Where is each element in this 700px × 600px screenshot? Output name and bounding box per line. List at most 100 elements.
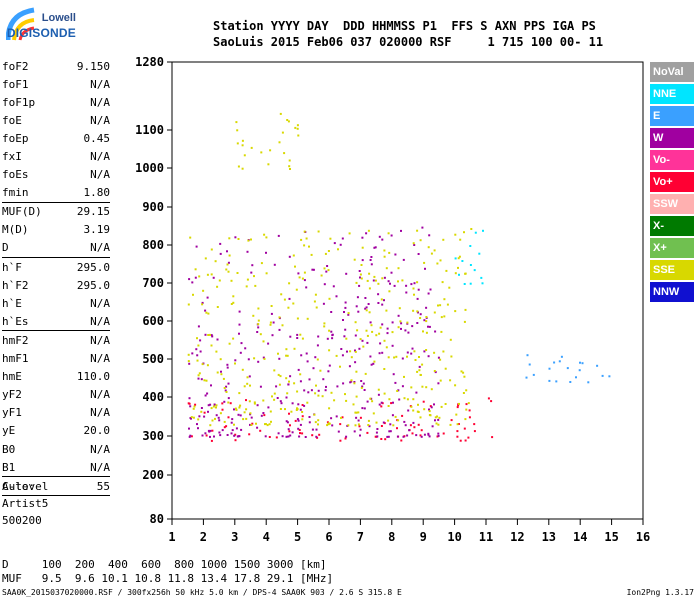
echo-point [194,403,197,406]
echo-point [425,320,428,323]
echo-point [305,286,308,289]
echo-point [449,379,452,382]
legend-item-noval: NoVal [650,62,694,82]
echo-point [467,436,470,439]
echo-point [381,351,384,354]
echo-point [252,314,255,317]
logo-arc-icon [6,7,35,41]
echo-point [374,279,377,282]
echo-point [360,277,363,280]
echo-point [286,119,289,121]
echo-point [314,392,317,395]
echo-point [288,255,291,258]
echo-point [238,310,241,313]
echo-point [406,351,409,354]
param-row: h`Es N/A [2,312,110,332]
echo-point [236,129,239,132]
y-tick-label: 900 [142,200,164,214]
legend-item-e: E [650,106,694,126]
echo-point [303,244,306,247]
echo-point [418,369,421,372]
echo-point [262,356,265,359]
param-row: fxI N/A [2,147,110,165]
param-value: N/A [90,150,110,164]
param-name: hmE [2,370,22,384]
echo-point [204,333,207,336]
echo-point [243,411,246,414]
echo-point [379,342,382,345]
echo-point [303,389,306,392]
echo-point [403,397,406,400]
echo-point [262,412,265,414]
echo-point [235,121,238,124]
echo-point [366,400,369,403]
echo-point [365,232,368,235]
echo-point [293,347,296,350]
echo-point [581,362,584,365]
echo-point [264,423,267,425]
echo-point [235,427,238,430]
echo-point [277,234,280,237]
echo-point [226,363,229,366]
echo-point [578,369,581,372]
echo-point [400,229,402,232]
x-tick-label: 4 [263,530,270,544]
echo-point [340,348,343,350]
echo-point [257,319,260,322]
echo-point [372,279,375,282]
echo-point [301,277,304,280]
param-row: h`E N/A [2,294,110,312]
echo-point [219,242,222,245]
x-tick-label: 16 [636,530,650,544]
echo-point [250,424,253,426]
echo-point [300,354,303,357]
echo-point [209,424,212,427]
echo-point [429,288,432,291]
echo-point [386,332,389,335]
echo-point [367,303,370,305]
echo-point [273,263,276,266]
echo-point [339,243,342,246]
echo-point [456,430,459,433]
echo-point [308,378,311,381]
echo-point [196,359,199,362]
echo-point [560,355,563,358]
echo-point [227,382,230,385]
echo-point [250,416,253,419]
echo-point [388,251,391,254]
echo-point [288,297,291,300]
echo-point [222,377,225,380]
x-tick-label: 13 [542,530,556,544]
echo-point [250,271,253,274]
y-tick-label: 800 [142,238,164,252]
echo-point [257,323,260,326]
echo-point [368,425,371,428]
param-name: foEs [2,168,29,182]
echo-point [232,301,235,304]
echo-point [227,261,230,264]
echo-point [390,234,393,237]
echo-point [196,423,198,426]
echo-point [376,428,379,430]
echo-point [257,360,260,363]
echo-point [405,284,408,287]
echo-point [491,436,494,439]
echo-point [223,426,226,429]
auto-scaling-info: Auto: Artist5 500200 [2,478,48,529]
echo-point [381,303,384,306]
echo-point [427,292,430,295]
echo-point [353,430,356,433]
echo-point [347,313,350,316]
legend-item-ssw: SSW [650,194,694,214]
param-value: N/A [90,442,110,456]
echo-point [270,305,273,307]
echo-point [281,435,284,438]
echo-point [405,291,408,294]
echo-point [387,280,390,283]
echo-point [279,408,282,410]
param-name: B0 [2,442,16,456]
echo-point [412,287,415,290]
echo-point [329,237,332,240]
y-tick-label: 200 [142,468,164,482]
echo-point [237,238,240,240]
